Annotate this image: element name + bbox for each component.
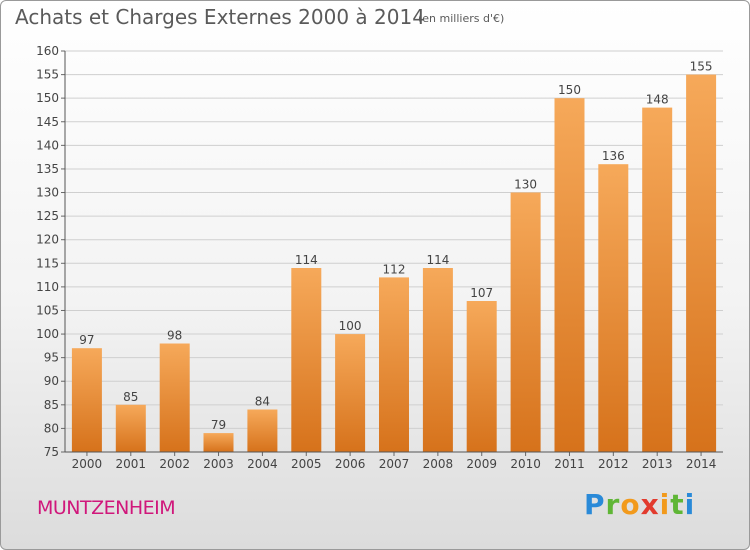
y-tick-label: 145 — [36, 115, 59, 129]
value-label-2003: 79 — [211, 418, 226, 432]
bar-2009 — [466, 301, 497, 452]
x-tick-label: 2005 — [291, 457, 322, 471]
x-tick-label: 2003 — [203, 457, 234, 471]
value-label-2014: 155 — [690, 60, 713, 74]
y-tick-label: 155 — [36, 68, 59, 82]
bar-2004 — [247, 409, 278, 452]
bars: 97 85 98 79 84 114 100 112 114 107 130 150 136 148 155 — [71, 60, 717, 452]
x-tick-label: 2008 — [423, 457, 454, 471]
y-tick-label: 120 — [36, 233, 59, 247]
value-label-2004: 84 — [255, 395, 270, 409]
bar-2008 — [422, 268, 453, 452]
x-tick-label: 2014 — [686, 457, 717, 471]
value-label-2000: 97 — [79, 333, 94, 347]
bar-2003 — [203, 433, 234, 452]
bar-2002 — [159, 343, 190, 452]
value-label-2007: 112 — [383, 262, 406, 276]
value-label-2013: 148 — [646, 93, 669, 107]
bar-2005 — [291, 268, 322, 452]
logo-letter: x — [640, 488, 660, 521]
bar-2011 — [554, 98, 585, 452]
y-tick-label: 150 — [36, 91, 59, 105]
value-label-2005: 114 — [295, 253, 318, 267]
y-tick-label: 130 — [36, 186, 59, 200]
proxiti-logo[interactable]: Proxiti — [584, 488, 695, 521]
value-label-2009: 107 — [470, 286, 493, 300]
value-label-2011: 150 — [558, 83, 581, 97]
bar-2007 — [379, 277, 409, 452]
y-tick-label: 125 — [36, 209, 59, 223]
y-tick-label: 160 — [36, 44, 59, 58]
x-tick-label: 2007 — [379, 457, 410, 471]
value-label-2006: 100 — [339, 319, 362, 333]
logo-letter: r — [605, 488, 621, 521]
y-tick-label: 140 — [36, 138, 59, 152]
value-label-2002: 98 — [167, 329, 182, 343]
y-tick-label: 85 — [44, 398, 59, 412]
x-tick-label: 2000 — [72, 457, 103, 471]
y-tick-label: 80 — [44, 421, 59, 435]
bar-2012 — [598, 164, 629, 452]
commune-name: MUNTZENHEIM — [37, 497, 176, 519]
x-tick-label: 2013 — [642, 457, 673, 471]
value-label-2008: 114 — [426, 253, 449, 267]
bar-2001 — [115, 404, 146, 452]
value-label-2010: 130 — [514, 178, 537, 192]
x-tick-label: 2001 — [116, 457, 147, 471]
bar-2010 — [510, 192, 541, 452]
y-tick-label: 135 — [36, 162, 59, 176]
bar-2006 — [335, 334, 366, 452]
y-tick-label: 115 — [36, 256, 59, 270]
y-tick-label: 75 — [44, 445, 59, 459]
x-tick-label: 2009 — [466, 457, 497, 471]
value-label-2012: 136 — [602, 149, 625, 163]
x-tick-label: 2004 — [247, 457, 278, 471]
bar-2000 — [71, 348, 102, 452]
x-tick-label: 2012 — [598, 457, 629, 471]
value-label-2001: 85 — [123, 390, 138, 404]
logo-letter: o — [620, 488, 641, 521]
x-tick-label: 2002 — [159, 457, 190, 471]
chart-title: Achats et Charges Externes 2000 à 2014 — [15, 5, 425, 29]
y-tick-label: 100 — [36, 327, 59, 341]
y-tick-label: 95 — [44, 351, 59, 365]
logo-letter: i — [684, 488, 696, 521]
y-tick-label: 90 — [44, 374, 59, 388]
bar-2014 — [686, 74, 717, 452]
y-tick-label: 105 — [36, 303, 59, 317]
x-tick-label: 2011 — [554, 457, 585, 471]
logo-letter: P — [584, 488, 606, 521]
axes: 75 80 85 90 95 100 105 110 115 120 125 130 135 140 145… — [36, 44, 723, 471]
x-tick-label: 2006 — [335, 457, 366, 471]
logo-letter: i — [659, 488, 671, 521]
bar-2013 — [642, 107, 673, 452]
x-tick-label: 2010 — [510, 457, 541, 471]
logo-letter: t — [670, 488, 685, 521]
chart-subtitle: (en milliers d'€) — [418, 12, 505, 25]
y-tick-label: 110 — [36, 280, 59, 294]
